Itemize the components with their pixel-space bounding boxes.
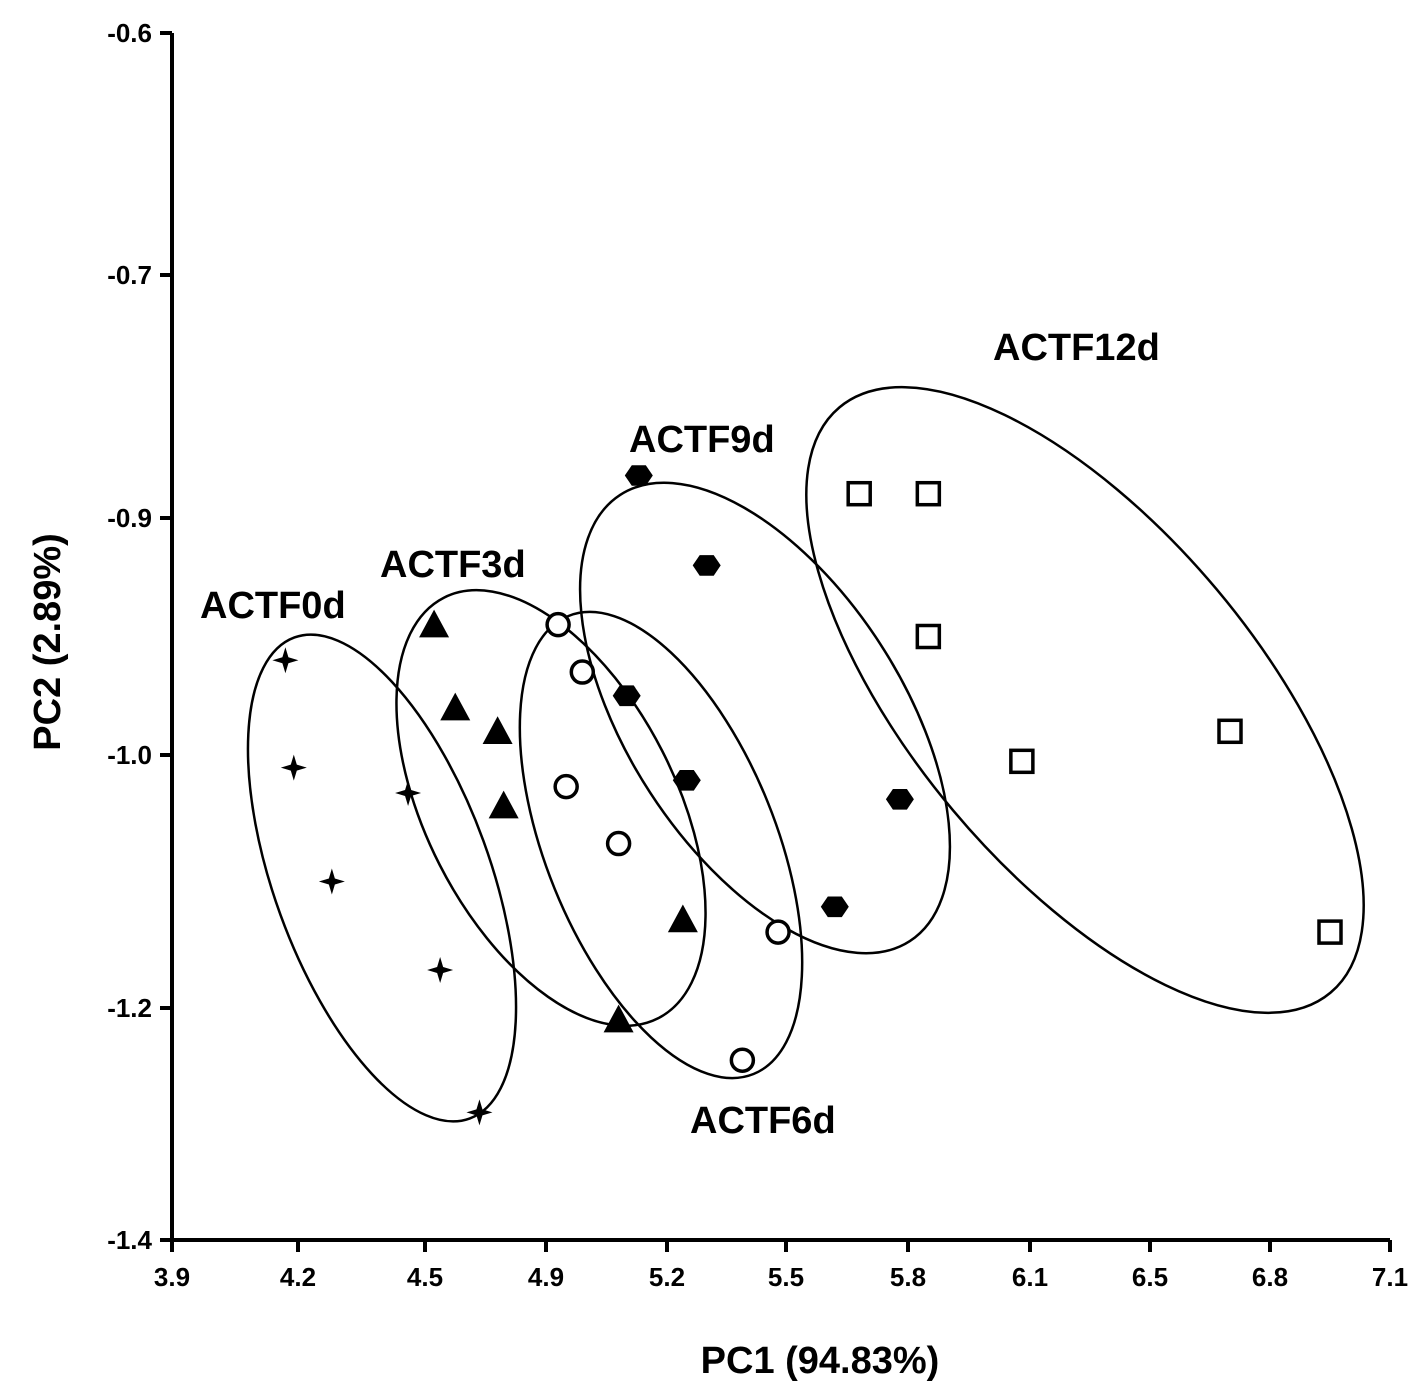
ellipse-actf6d [518,610,804,1080]
point-actf3d [667,904,698,933]
y-tick-label: -0.9 [107,503,152,533]
point-actf12d [1217,718,1243,745]
x-tick-label: 4.9 [528,1262,564,1292]
x-axis-title: PC1 (94.83%) [701,1340,940,1382]
point-actf6d [569,659,596,685]
point-actf12d [915,480,942,507]
point-actf0d [280,754,307,781]
data-points [272,465,1343,1126]
y-axis-title: PC2 (2.89%) [27,533,69,751]
point-actf3d [419,609,450,638]
x-tick-label: 5.5 [768,1262,804,1292]
point-actf12d [1317,919,1343,945]
y-tick-label: -0.6 [107,18,152,48]
point-actf3d [440,692,471,721]
point-actf0d [427,957,454,984]
point-actf9d [820,896,849,918]
point-actf6d [729,1047,756,1073]
point-actf12d [1009,748,1035,775]
point-actf9d [692,555,721,576]
point-actf3d [482,716,513,745]
x-tick-label: 5.8 [890,1262,926,1292]
label-actf6d: ACTF6d [690,1100,836,1142]
point-actf9d [612,685,641,707]
x-tick-label: 4.5 [407,1262,443,1292]
x-tick-label: 6.5 [1132,1262,1168,1292]
point-actf0d [395,779,422,806]
x-tick-label: 3.9 [154,1262,190,1292]
x-tick-label: 4.2 [280,1262,316,1292]
y-tick-label: -1.2 [107,993,152,1023]
point-actf9d [672,770,701,791]
x-tick-label: 5.2 [649,1262,685,1292]
group-labels: ACTF0d ACTF3d ACTF6d ACTF9d ACTF12d [200,327,1160,1142]
ellipse-actf3d [395,588,707,1028]
label-actf3d: ACTF3d [380,544,526,586]
x-tick-label: 6.8 [1252,1262,1288,1292]
ellipse-actf0d [246,633,518,1123]
point-actf6d [545,611,571,638]
ellipse-actf12d [805,385,1365,1015]
point-actf12d [915,623,942,650]
point-actf6d [553,773,579,800]
y-tick-label: -0.7 [107,260,152,290]
point-actf6d [765,919,791,945]
point-actf3d [603,1004,634,1033]
point-actf0d [318,868,345,895]
point-actf3d [488,790,519,819]
axes: -0.6 -0.7 -0.9 -1.0 -1.2 -1.4 3.9 4.2 4.5 4.9 5.2… [107,18,1408,1292]
point-actf9d [624,465,653,486]
point-actf0d [272,647,299,674]
x-tick-label: 7.1 [1372,1262,1408,1292]
point-actf6d [605,830,632,857]
x-tick-label: 6.1 [1012,1262,1048,1292]
y-tick-label: -1.4 [107,1225,152,1255]
label-actf0d: ACTF0d [200,585,346,627]
point-actf0d [466,1099,493,1126]
label-actf9d: ACTF9d [629,419,775,461]
group-ellipses [246,385,1365,1123]
label-actf12d: ACTF12d [993,327,1160,369]
ellipse-actf9d [578,481,952,955]
y-tick-label: -1.0 [107,740,152,770]
point-actf9d [885,789,914,810]
point-actf12d [846,480,872,507]
